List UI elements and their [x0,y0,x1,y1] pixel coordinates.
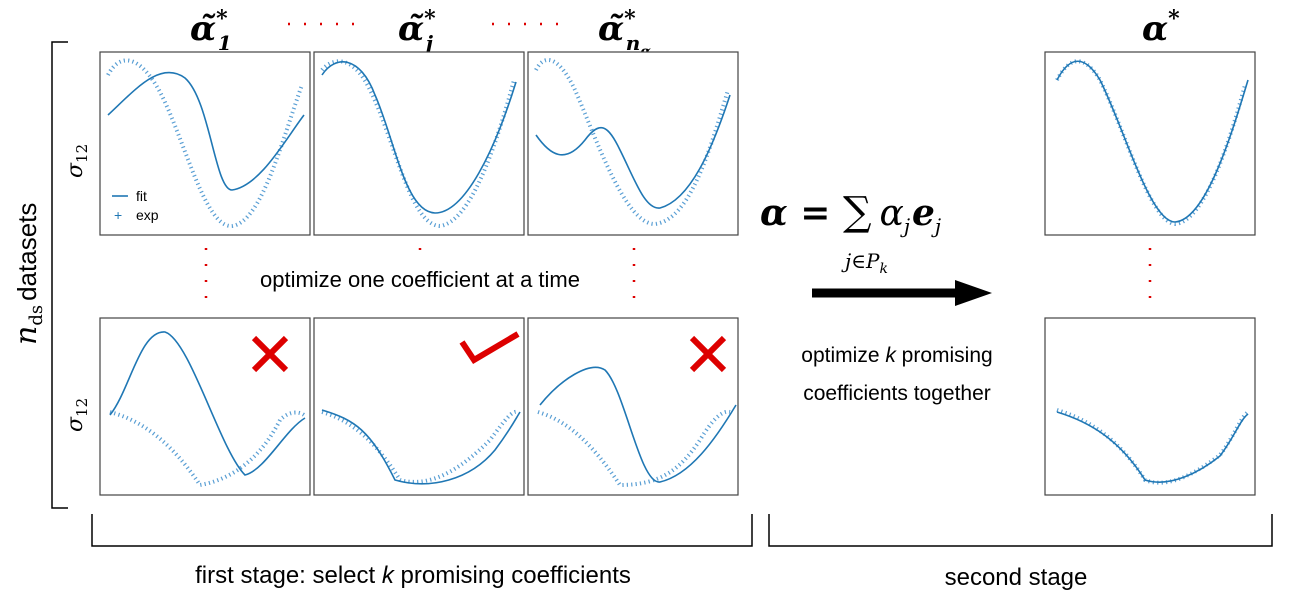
fit-curve [321,409,521,485]
second-note: coefficients together [803,382,991,405]
second-stage: second stage [945,564,1088,591]
panel [99,51,311,236]
accept-mark [459,331,520,365]
note-bg [220,262,620,298]
fit-curve [539,366,737,483]
text-part: e [912,192,935,234]
exp-curve [320,59,516,229]
text-part: j∈P [841,249,880,273]
text-part: optimize [801,344,885,367]
bracket [51,41,68,509]
text-part: α̃ [398,9,424,49]
reject-mark [689,335,727,373]
text-part: k [885,344,897,367]
fit-curve [535,94,731,209]
panel [313,51,525,236]
text-part: k [382,562,396,589]
first-stage: first stage: select k promising coeffici… [195,562,631,589]
text-part: * [424,6,436,32]
first-note: optimize one coefficient at a time [260,267,580,292]
text-part: α = [760,192,843,234]
panel [527,51,739,236]
arrow-head [955,280,992,306]
text-part: promising [896,344,993,367]
text-part: n [9,326,44,345]
fit-curve [1056,411,1249,483]
legend-label: fit [136,188,147,204]
text-part: 1 [218,31,232,55]
exp-curve [106,58,304,229]
exp-curve [109,410,306,488]
legend-label: exp [136,207,159,223]
text-part: σ [63,162,88,178]
result-header: α* [1142,6,1180,49]
fit-curve [107,71,305,191]
panel-ylabel: σ12 [63,144,91,178]
panel-ylabel: σ12 [63,398,91,432]
text-part: α̃ [190,9,216,49]
column-header: α̃* 1 [190,6,232,55]
bracket [91,514,753,547]
legend-marker: + [114,207,122,223]
panel [1044,317,1256,496]
fit-curve [109,331,306,476]
exp-curve [534,58,730,227]
text-part: promising coefficients [394,562,631,589]
fit-curve [321,61,517,214]
text-part: 12 [73,398,91,417]
panel [313,317,525,496]
formula: α = ∑ αjej [760,189,941,238]
y-axis-label: nds datasets [9,203,47,345]
text-part: k [879,261,887,277]
text-part: datasets [12,203,42,301]
formula-index: j∈Pk [841,249,888,277]
text-part: * [1168,6,1180,32]
text-part: ds [26,305,47,326]
text-part: α [880,193,904,234]
text-part: n [626,31,641,55]
panel [1044,51,1256,236]
text-part: 12 [73,144,91,163]
second-note: optimize k promising [801,344,992,367]
column-header: α̃* j [398,6,436,55]
text-part: α̃ [598,9,624,49]
text-part: σ [63,416,88,432]
text-part: j [931,214,941,238]
text-part: ∑ [843,189,872,235]
text-part: first stage: select [195,562,382,589]
reject-mark [251,335,289,373]
bracket [768,514,1273,547]
fit-curve [1056,60,1249,223]
panel [527,317,739,496]
text-part: α [1142,9,1168,49]
text-part: j [900,214,910,238]
text-part: * [216,6,228,32]
text-part: * [624,6,636,32]
